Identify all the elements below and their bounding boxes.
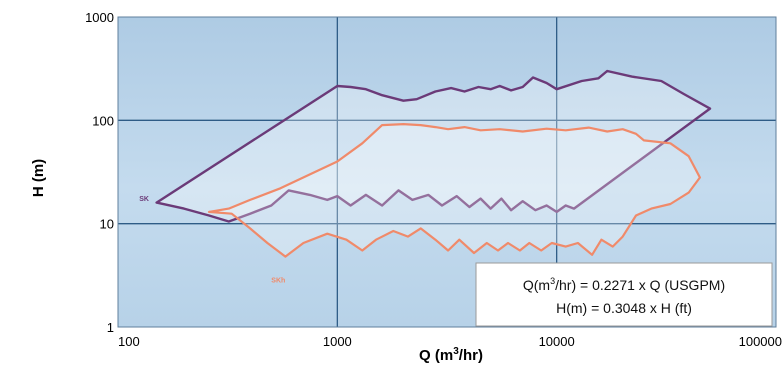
series-layer: SK SKh xyxy=(139,69,712,284)
plot-border xyxy=(117,16,777,328)
x-axis-title-sup: 3 xyxy=(453,346,459,357)
x-axis-title: Q (m3/hr) xyxy=(419,346,483,364)
series-envelope-sk xyxy=(155,69,712,223)
x-tick-label: 10000 xyxy=(539,334,575,349)
x-axis-title-tail: /hr) xyxy=(459,347,483,364)
conversion-note-line-1-pre: Q(m xyxy=(523,277,550,293)
conversion-note-line-1-post: /hr) = 0.2271 x Q (USGPM) xyxy=(555,277,725,293)
x-tick-label: 1000 xyxy=(323,334,352,349)
y-axis-title: H (m) xyxy=(30,159,47,197)
series-label-skh: SKh xyxy=(271,277,285,284)
y-tick-labels: 1 10 100 1000 xyxy=(85,10,114,335)
series-label-sk: SK xyxy=(139,196,149,203)
x-tick-label: 100 xyxy=(118,334,140,349)
x-tick-labels: 100 1000 10000 100000 xyxy=(118,334,782,349)
grid-lines xyxy=(118,17,776,327)
conversion-note-box xyxy=(475,262,773,327)
conversion-note-line-1-sup: 3 xyxy=(550,276,555,286)
y-tick-label: 1000 xyxy=(85,10,114,25)
conversion-note: Q(m3/hr) = 0.2271 x Q (USGPM) H(m) = 0.3… xyxy=(475,262,773,327)
y-tick-label: 10 xyxy=(100,217,114,232)
conversion-note-line-2: H(m) = 0.3048 x H (ft) xyxy=(556,300,692,316)
y-tick-label: 1 xyxy=(107,320,114,335)
conversion-note-line-1: Q(m3/hr) = 0.2271 x Q (USGPM) xyxy=(523,276,725,293)
x-axis-title-main: Q (m xyxy=(419,347,453,364)
x-tick-label: 100000 xyxy=(739,334,782,349)
y-tick-label: 100 xyxy=(92,113,114,128)
series-envelope-skh xyxy=(207,122,702,258)
